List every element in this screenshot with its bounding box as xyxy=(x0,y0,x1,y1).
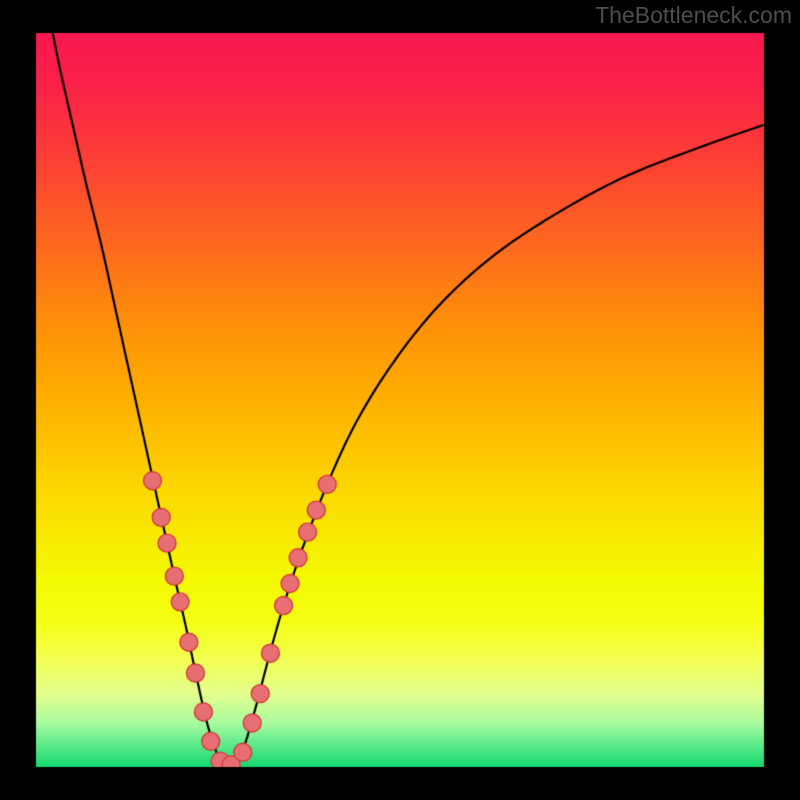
watermark-text: TheBottleneck.com xyxy=(595,2,792,29)
chart-stage: TheBottleneck.com xyxy=(0,0,800,800)
bottleneck-chart-canvas xyxy=(0,0,800,800)
